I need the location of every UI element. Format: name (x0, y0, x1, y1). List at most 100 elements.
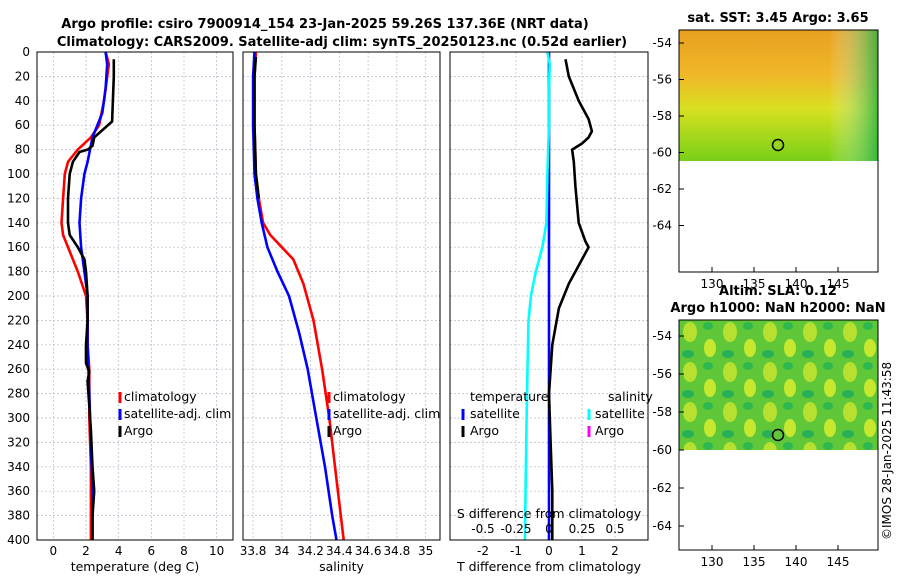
x-tick-label: 34.4 (326, 544, 353, 558)
panel-frame (449, 51, 649, 541)
x-tick-label: 33.8 (240, 544, 267, 558)
x-tick-label: 2 (611, 544, 619, 558)
map-y-tick-label: -60 (652, 443, 672, 457)
panel-frame (242, 51, 441, 541)
depth-tick-label: 320 (7, 435, 30, 449)
depth-tick-label: 60 (15, 118, 30, 132)
map-y-tick-label: -58 (652, 405, 672, 419)
x-tick-label: 2 (82, 544, 90, 558)
x-tick-label: 1 (578, 544, 586, 558)
depth-tick-label: 260 (7, 362, 30, 376)
map-x-tick-label: 145 (827, 555, 850, 569)
depth-tick-label: 100 (7, 167, 30, 181)
sla-map-title-line2: Argo h1000: NaN h2000: NaN (670, 301, 885, 316)
sst-map-title: sat. SST: 3.45 Argo: 3.65 (687, 11, 868, 26)
x-axis-label: salinity (319, 559, 364, 574)
map-y-tick-label: -64 (652, 519, 672, 533)
depth-tick-label: 0 (22, 45, 30, 59)
panel-frame (36, 51, 234, 541)
depth-tick-label: 80 (15, 143, 30, 157)
x-tick-label: 34.8 (384, 544, 411, 558)
map-y-tick-label: -56 (652, 73, 672, 87)
depth-tick-label: 160 (7, 240, 30, 254)
sla-map: Altim. SLA: 0.12 Argo h1000: NaN h2000: … (652, 284, 885, 569)
depth-tick-label: 240 (7, 338, 30, 352)
x-tick-label: 6 (148, 544, 156, 558)
s-diff-tick-label: 0.25 (569, 522, 596, 536)
map-x-tick-label: 140 (785, 555, 808, 569)
x-axis-label: temperature (deg C) (71, 559, 200, 574)
panel-temperature: 0 2 4 6 8 10 temperature (deg C) climatology sat… (36, 51, 234, 574)
map-x-tick-label: 135 (743, 277, 766, 291)
depth-tick-label: 340 (7, 460, 30, 474)
panel-difference: -2 -1 0 1 2T difference from climatology temp… (449, 51, 653, 574)
legend-label: Argo (595, 423, 624, 438)
legend-label: satellite (595, 406, 645, 421)
x-tick-label: 8 (180, 544, 188, 558)
x-tick-label: -2 (477, 544, 489, 558)
panel-salinity: 33.8 34 34.2 34.4 34.6 34.8 35 salinity climatol… (240, 51, 441, 574)
map-y-tick-label: -58 (652, 109, 672, 123)
legend-label: Argo (470, 423, 499, 438)
depth-tick-label: 40 (15, 94, 30, 108)
x-tick-label: -1 (510, 544, 522, 558)
sla-argo-location-marker (771, 428, 785, 442)
x-tick-label: 0 (545, 544, 553, 558)
legend-label: salinity (608, 389, 653, 404)
map-y-tick-label: -64 (652, 219, 672, 233)
x-tick-label: 35 (418, 544, 433, 558)
x-tick-label: 34 (274, 544, 289, 558)
depth-tick-label: 400 (7, 533, 30, 547)
legend-label: climatology (333, 389, 406, 404)
depth-tick-label: 20 (15, 69, 30, 83)
series-argo (66, 59, 116, 540)
series-s-satellite (523, 51, 552, 541)
credit-label: ©IMOS 28-Jan-2025 11:43:58 (880, 362, 894, 540)
x-tick-label: 4 (115, 544, 123, 558)
s-diff-tick-label: 0 (545, 522, 553, 536)
depth-tick-label: 220 (7, 313, 30, 327)
chart-title-line2: Climatology: CARS2009. Satellite-adj cli… (57, 35, 627, 50)
map-x-tick-label: 130 (701, 277, 724, 291)
legend-label: satellite-adj. clim (124, 406, 231, 421)
sst-argo-location-marker (771, 138, 785, 152)
s-diff-axis-label: S difference from climatology (457, 506, 642, 521)
map-y-tick-label: -60 (652, 146, 672, 160)
depth-tick-label: 380 (7, 509, 30, 523)
legend-label: satellite (470, 406, 520, 421)
depth-tick-label: 360 (7, 484, 30, 498)
series-satellite-adj-clim (251, 51, 338, 541)
map-y-tick-label: -56 (652, 367, 672, 381)
depth-tick-label: 120 (7, 191, 30, 205)
map-x-tick-label: 135 (743, 555, 766, 569)
x-axis-label: T difference from climatology (456, 559, 642, 574)
series-t-argo (547, 59, 594, 540)
s-diff-tick-label: -0.5 (471, 522, 494, 536)
x-tick-label: 10 (209, 544, 224, 558)
legend-label: Argo (333, 423, 362, 438)
map-y-tick-label: -54 (652, 329, 672, 343)
sst-map: sat. SST: 3.45 Argo: 3.65 -54 -56 -58 -60 -6… (652, 11, 879, 291)
legend-label: satellite-adj. clim (333, 406, 440, 421)
legend-label: climatology (124, 389, 197, 404)
map-x-tick-label: 145 (827, 277, 850, 291)
legend-label: temperature (470, 389, 549, 404)
sla-map-title-line1: Altim. SLA: 0.12 (719, 284, 837, 299)
map-y-tick-label: -62 (652, 182, 672, 196)
map-x-tick-label: 130 (701, 555, 724, 569)
x-tick-label: 34.6 (355, 544, 382, 558)
chart-title-line1: Argo profile: csiro 7900914_154 23-Jan-2… (61, 17, 588, 32)
map-y-tick-label: -54 (652, 36, 672, 50)
depth-tick-label: 280 (7, 387, 30, 401)
series-argo (253, 56, 261, 199)
s-diff-tick-label: -0.25 (500, 522, 531, 536)
depth-tick-label: 180 (7, 265, 30, 279)
s-diff-tick-label: 0.5 (605, 522, 624, 536)
x-tick-label: 34.2 (297, 544, 324, 558)
depth-tick-label: 300 (7, 411, 30, 425)
map-x-tick-label: 140 (785, 277, 808, 291)
depth-tick-label: 140 (7, 216, 30, 230)
x-tick-label: 0 (50, 544, 58, 558)
legend-label: Argo (124, 423, 153, 438)
